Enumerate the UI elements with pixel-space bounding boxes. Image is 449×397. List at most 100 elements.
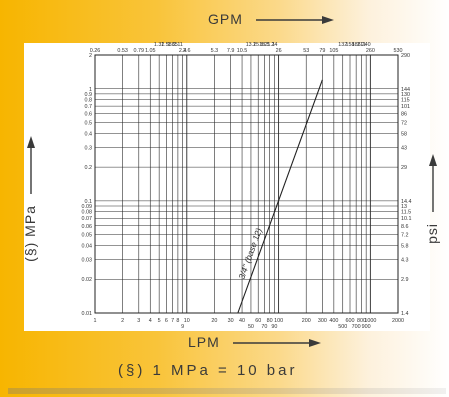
top-tick-label: 53 [303,48,309,54]
right-tick-label: 11.5 [401,210,411,216]
plot-frame [94,54,399,314]
bottom-tick-label: 40 [239,318,245,324]
panel-shadow [8,388,446,394]
bottom-tick-label: 100 [274,318,283,324]
top-tick-label: 1.58 [161,42,172,48]
left-tick-label: 0.01 [82,311,93,317]
top-tick-label: 21.1 [264,42,275,48]
left-tick-label: 0.7 [85,104,93,110]
right-tick-label: 290 [401,53,410,59]
bottom-tick-label: 1000 [364,318,376,324]
top-tick-label: 10.5 [237,48,248,54]
left-tick-label: 0.4 [85,131,93,137]
left-tick-label: 0.09 [82,204,93,210]
bottom-tick-label-row2: 9 [181,324,184,330]
right-tick-label: 4.3 [401,258,409,264]
top-axis-arrow [255,16,334,25]
bottom-axis-arrow [232,339,321,348]
top-tick-label: 1.85 [167,42,178,48]
top-tick-label: 132 [338,42,347,48]
right-tick-label: 5.8 [401,243,409,249]
bottom-tick-label: 5 [158,318,161,324]
left-tick-label: 0.06 [82,224,93,230]
right-tick-label: 144 [401,87,410,93]
top-tick-label: 2.11 [173,42,183,48]
top-tick-label: 211 [357,42,366,48]
top-axis-label: GPM [208,11,243,27]
right-tick-label: 8.6 [401,224,409,230]
top-tick-label: 530 [394,48,403,54]
bottom-axis-title: LPM [188,334,323,350]
series-line [237,79,323,314]
bottom-tick-label: 7 [171,318,174,324]
top-tick-label: 1.32 [154,42,165,48]
left-tick-label: 0.2 [85,165,93,171]
left-tick-label: 0.6 [85,112,93,118]
top-tick-label: 0.53 [117,48,128,54]
left-tick-label: 0.07 [82,216,93,222]
top-tick-label: 15.8 [253,42,264,48]
top-tick-label: 26 [276,48,282,54]
left-tick-label: 0.3 [85,145,93,151]
top-tick-label: 0.79 [134,48,145,54]
bottom-tick-label-row2: 900 [362,324,371,330]
bottom-tick-label: 800 [357,318,366,324]
left-tick-label: 0.04 [82,243,93,249]
right-tick-label: 130 [401,92,410,98]
top-tick-label: 5.3 [211,48,219,54]
right-tick-label: 72 [401,121,407,127]
bottom-tick-label: 300 [318,318,327,324]
top-tick-label: 1.05 [145,48,156,54]
top-tick-label: 240 [362,42,371,48]
right-tick-label: 14.4 [401,199,412,205]
left-axis-arrow [27,136,36,195]
bottom-tick-label-row2: 700 [352,324,361,330]
right-tick-label: 86 [401,112,407,118]
right-tick-label: 1.4 [401,311,409,317]
left-tick-label: 0.03 [82,258,93,264]
bottom-tick-label: 600 [346,318,355,324]
left-axis-title: (§) MPa [22,118,38,278]
left-tick-label: 0.05 [82,233,93,239]
bottom-tick-label: 8 [176,318,179,324]
bottom-tick-label-row2: 70 [261,324,267,330]
right-tick-label: 7.2 [401,233,409,239]
left-tick-label: 1 [89,87,92,93]
top-tick-label: 260 [366,48,375,54]
right-tick-label: 2.9 [401,277,409,283]
bottom-tick-label: 10 [184,318,190,324]
unit-note: (§) 1 MPa = 10 bar [118,362,298,379]
bottom-tick-label: 3 [137,318,140,324]
bottom-tick-label: 200 [302,318,311,324]
bottom-tick-label: 20 [211,318,217,324]
left-tick-label: 0.08 [82,210,93,216]
top-tick-label: 2.4 [179,48,187,54]
right-axis-title: psi [424,128,440,268]
plot-panel [24,43,430,331]
top-tick-label: 13.2 [246,42,257,48]
bottom-tick-label: 60 [255,318,261,324]
top-tick-label: 79 [319,48,325,54]
bottom-tick-label: 30 [228,318,234,324]
top-tick-label: 158 [346,42,355,48]
right-tick-label: 29 [401,165,407,171]
top-axis-title: GPM [208,11,336,27]
top-tick-label: 18.5 [259,42,270,48]
top-tick-label: 105 [329,48,338,54]
right-tick-label: 13 [401,204,407,210]
right-tick-label: 58 [401,131,407,137]
right-axis-arrow [429,154,438,213]
right-tick-label: 101 [401,104,410,110]
bottom-tick-label: 1 [94,318,97,324]
right-tick-label: 10.1 [401,216,412,222]
bottom-tick-label: 6 [165,318,168,324]
bottom-tick-label: 400 [329,318,338,324]
bottom-tick-label: 4 [149,318,152,324]
left-tick-label: 0.8 [85,98,93,104]
right-tick-label: 43 [401,145,407,151]
top-tick-label: 2.6 [183,48,191,54]
bottom-axis-label: LPM [188,334,220,350]
left-tick-label: 0.1 [85,199,93,205]
